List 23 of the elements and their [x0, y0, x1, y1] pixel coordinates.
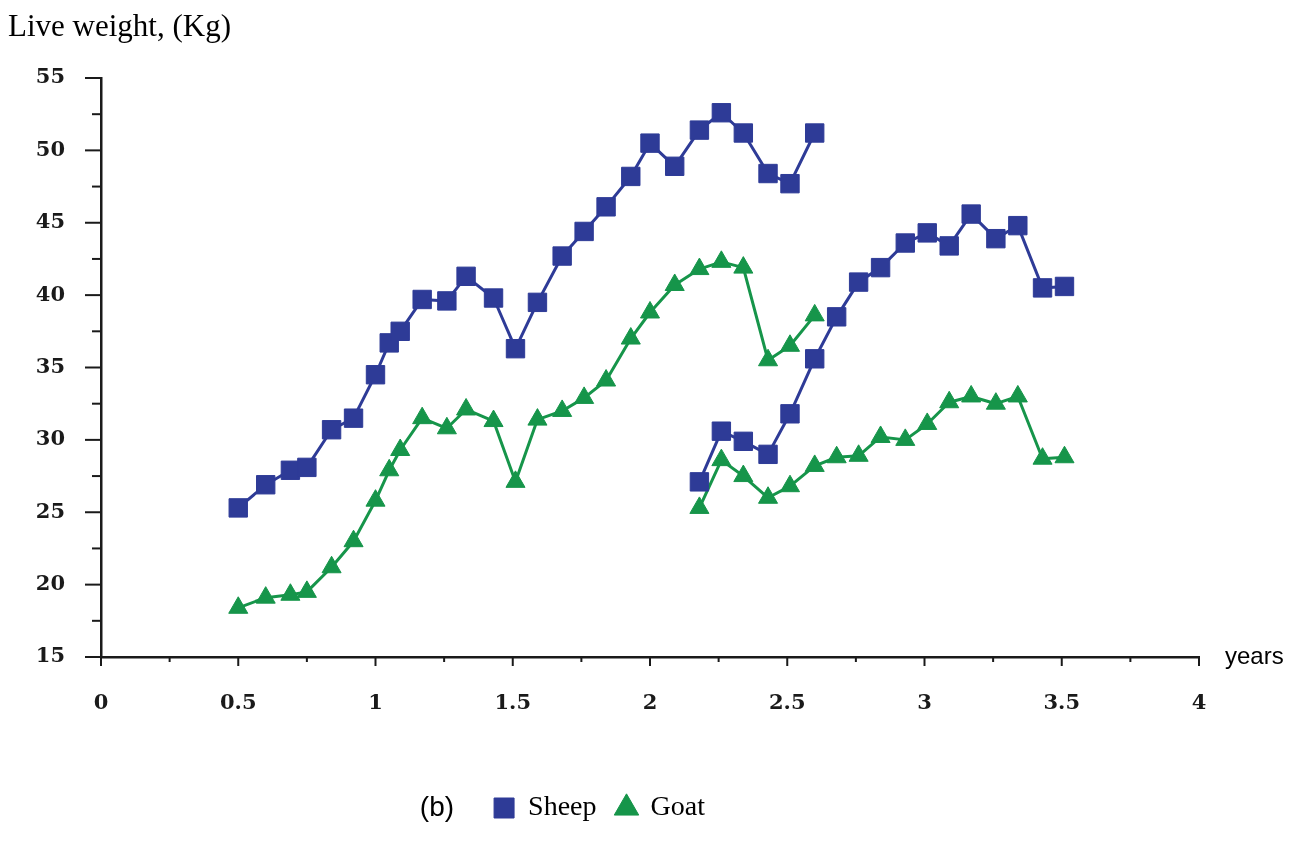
legend-label: Sheep: [528, 790, 597, 822]
x-tick-label: 2: [642, 689, 658, 715]
y-tick-label: 20: [35, 570, 65, 596]
x-tick-label: 2.5: [768, 689, 806, 715]
text: (b): [419, 790, 455, 822]
x-tick-label: 3: [917, 689, 932, 715]
y-tick-label: 15: [35, 642, 65, 668]
x-tick-label: 0.5: [219, 689, 257, 715]
x-tick-label: 0: [93, 689, 109, 715]
y-tick-label: 35: [35, 352, 65, 378]
x-tick-label: 4: [1191, 689, 1207, 715]
x-tick-label: 1.5: [494, 689, 532, 715]
y-tick-label: 45: [35, 208, 65, 234]
y-tick-label: 25: [35, 497, 65, 523]
y-tick-label: 55: [35, 63, 65, 89]
y-tick-label: 40: [35, 280, 65, 306]
y-tick-label: 50: [35, 135, 65, 161]
x-tick-label: 1: [368, 689, 383, 715]
y-axis-title: Live weight, (Kg): [8, 7, 231, 43]
y-tick-label: 30: [35, 425, 65, 451]
legend-label: Goat: [650, 790, 706, 822]
x-axis-title: years: [1225, 641, 1284, 669]
x-tick-label: 3.5: [1043, 689, 1081, 715]
